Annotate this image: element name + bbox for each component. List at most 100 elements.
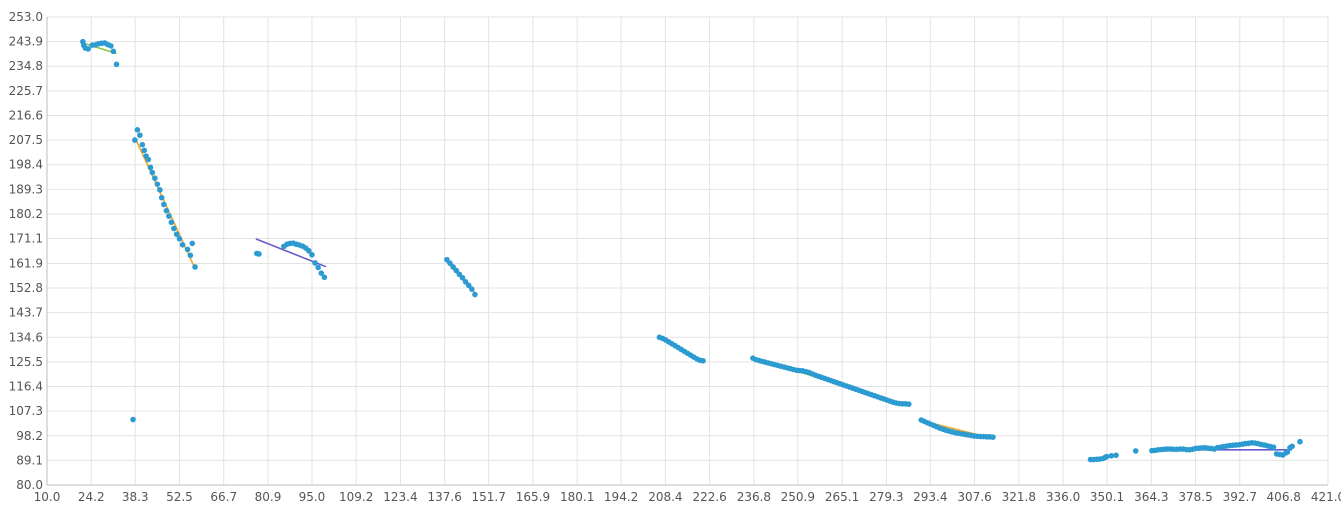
x-tick-label: 307.6 xyxy=(957,490,991,504)
y-tick-label: 180.2 xyxy=(9,207,43,221)
data-point xyxy=(1132,448,1139,454)
data-point xyxy=(453,267,460,274)
x-tick-label: 38.3 xyxy=(122,490,149,504)
x-tick-label: 279.3 xyxy=(869,490,903,504)
y-tick-label: 171.1 xyxy=(9,232,43,246)
x-tick-label: 165.9 xyxy=(516,490,550,504)
data-point xyxy=(700,358,706,364)
data-point xyxy=(312,260,318,266)
x-tick-label: 52.5 xyxy=(166,490,193,504)
data-point xyxy=(171,225,177,232)
data-point xyxy=(318,270,325,276)
data-point xyxy=(161,201,167,208)
data-point xyxy=(110,48,117,55)
x-tick-label: 109.2 xyxy=(339,490,373,504)
data-point xyxy=(306,247,312,254)
x-tick-label: 194.2 xyxy=(604,490,638,504)
data-point xyxy=(145,156,152,163)
x-tick-label: 137.6 xyxy=(428,490,462,504)
y-tick-label: 107.3 xyxy=(9,404,43,418)
y-tick-label: 225.7 xyxy=(9,84,43,98)
data-point xyxy=(472,291,478,298)
y-tick-label: 207.5 xyxy=(9,133,43,147)
data-point xyxy=(158,194,165,201)
x-tick-label: 321.8 xyxy=(1002,490,1036,504)
y-tick-label: 198.4 xyxy=(9,158,43,172)
data-point xyxy=(321,274,328,281)
data-point xyxy=(113,61,120,68)
x-tick-label: 378.5 xyxy=(1178,490,1212,504)
data-point xyxy=(139,141,146,148)
data-point xyxy=(173,231,180,238)
data-point xyxy=(1113,452,1119,459)
x-tick-label: 151.7 xyxy=(471,490,505,504)
x-tick-label: 364.3 xyxy=(1134,490,1168,504)
x-tick-label: 66.7 xyxy=(210,490,237,504)
x-tick-label: 236.8 xyxy=(737,490,771,504)
data-point xyxy=(465,282,472,289)
x-tick-label: 250.9 xyxy=(781,490,815,504)
data-point xyxy=(130,416,136,423)
data-point xyxy=(189,240,196,247)
x-tick-label: 336.0 xyxy=(1046,490,1080,504)
data-point xyxy=(256,251,262,257)
data-point xyxy=(147,164,154,171)
data-point xyxy=(176,236,183,242)
data-point xyxy=(1284,449,1291,455)
y-tick-label: 234.8 xyxy=(9,59,43,73)
grid xyxy=(46,16,1329,486)
y-tick-label: 152.8 xyxy=(9,281,43,295)
data-point xyxy=(905,401,912,407)
y-tick-label: 89.1 xyxy=(16,453,43,467)
y-tick-label: 143.7 xyxy=(9,306,43,320)
x-tick-label: 350.1 xyxy=(1090,490,1124,504)
data-point xyxy=(141,147,148,154)
x-tick-label: 392.7 xyxy=(1223,490,1257,504)
data-points xyxy=(80,38,1303,463)
y-axis-tick-labels: 253.0 243.9 234.8 225.7 216.6 207.5 198.4 189.3… xyxy=(9,10,43,492)
x-tick-label: 95.0 xyxy=(299,490,326,504)
y-tick-label: 134.6 xyxy=(9,330,43,344)
data-point xyxy=(187,252,194,259)
y-tick-label: 98.2 xyxy=(16,429,43,443)
data-point xyxy=(137,132,143,139)
y-tick-label: 253.0 xyxy=(9,10,43,24)
x-tick-label: 208.4 xyxy=(648,490,682,504)
x-tick-label: 265.1 xyxy=(825,490,859,504)
data-point xyxy=(149,169,156,176)
data-point xyxy=(152,175,158,182)
y-tick-label: 216.6 xyxy=(9,108,43,122)
data-point xyxy=(1103,453,1110,460)
x-tick-label: 10.0 xyxy=(34,490,61,504)
data-point xyxy=(459,274,466,281)
x-tick-label: 180.1 xyxy=(560,490,594,504)
x-tick-label: 80.9 xyxy=(255,490,282,504)
data-point xyxy=(157,187,163,193)
data-point xyxy=(192,264,198,270)
data-point xyxy=(447,260,453,266)
y-tick-label: 161.9 xyxy=(9,256,43,270)
data-point xyxy=(166,213,172,219)
data-point xyxy=(184,246,191,253)
data-point xyxy=(1108,452,1115,459)
data-point xyxy=(163,207,170,214)
data-point xyxy=(134,127,141,133)
x-tick-label: 406.8 xyxy=(1267,490,1301,504)
y-tick-label: 80.0 xyxy=(16,478,43,492)
data-point xyxy=(1289,443,1295,450)
y-tick-label: 125.5 xyxy=(9,355,43,369)
data-point xyxy=(132,137,138,143)
y-tick-label: 189.3 xyxy=(9,182,43,196)
data-point xyxy=(154,181,161,187)
data-point xyxy=(315,264,321,271)
data-point xyxy=(469,286,475,292)
axes xyxy=(46,17,1328,486)
data-point xyxy=(1270,444,1277,450)
y-tick-label: 243.9 xyxy=(9,35,43,49)
x-tick-label: 421.0 xyxy=(1311,490,1341,504)
x-tick-label: 222.6 xyxy=(692,490,726,504)
x-tick-label: 24.2 xyxy=(78,490,105,504)
data-point xyxy=(309,251,315,258)
y-tick-label: 116.4 xyxy=(9,380,43,394)
